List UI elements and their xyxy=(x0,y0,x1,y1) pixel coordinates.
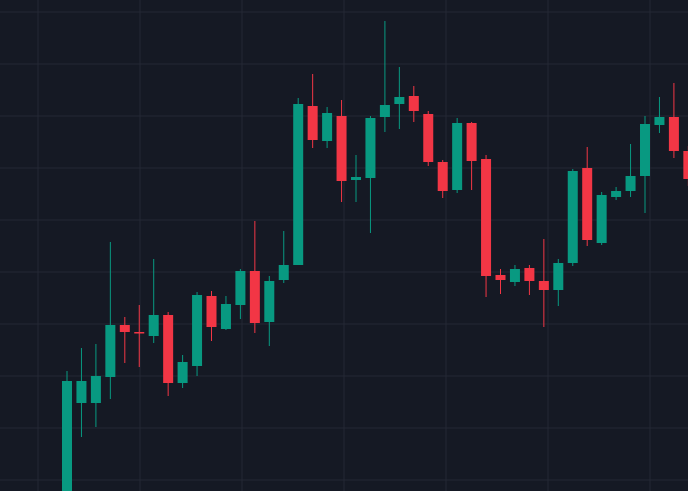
candle-35 xyxy=(567,169,578,266)
candle-33 xyxy=(538,239,549,327)
candle-body-10 xyxy=(206,296,217,327)
candle-body-42 xyxy=(668,117,679,151)
candle-body-36 xyxy=(582,168,593,240)
candle-17 xyxy=(307,74,318,148)
candle-15 xyxy=(278,231,289,283)
candle-7 xyxy=(163,312,174,396)
candle-31 xyxy=(509,265,520,286)
candle-body-7 xyxy=(163,315,174,383)
candle-24 xyxy=(408,86,419,122)
candles xyxy=(62,21,688,491)
candle-body-43 xyxy=(683,151,688,179)
candle-19 xyxy=(336,100,347,202)
candle-13 xyxy=(249,221,260,333)
candle-body-37 xyxy=(596,195,607,243)
candle-5 xyxy=(134,305,145,367)
candle-body-9 xyxy=(192,295,203,366)
candle-body-25 xyxy=(423,114,434,162)
candle-body-26 xyxy=(437,162,448,191)
candle-0 xyxy=(62,371,72,491)
candle-body-21 xyxy=(365,118,376,178)
candle-body-3 xyxy=(105,325,116,377)
candle-body-30 xyxy=(495,275,506,280)
candle-30 xyxy=(495,269,506,294)
candle-body-15 xyxy=(278,265,289,280)
candle-37 xyxy=(596,192,607,245)
candle-body-33 xyxy=(538,281,549,290)
candle-body-11 xyxy=(220,304,231,329)
candle-body-35 xyxy=(567,171,578,263)
candle-1 xyxy=(76,348,87,437)
candle-body-40 xyxy=(640,124,650,176)
candle-11 xyxy=(220,296,231,330)
candle-body-27 xyxy=(452,123,463,190)
candle-body-24 xyxy=(408,96,419,111)
candle-32 xyxy=(524,265,535,295)
candle-body-6 xyxy=(148,315,159,336)
candle-29 xyxy=(481,155,492,297)
candle-25 xyxy=(423,111,434,166)
candle-body-20 xyxy=(351,177,361,180)
candle-body-2 xyxy=(90,376,101,403)
candle-body-34 xyxy=(553,263,564,290)
candle-14 xyxy=(264,276,275,346)
candle-20 xyxy=(351,155,361,202)
candle-43 xyxy=(683,146,688,186)
candle-28 xyxy=(466,122,477,190)
candle-38 xyxy=(611,187,622,200)
candle-41 xyxy=(654,97,665,133)
candle-23 xyxy=(394,67,405,129)
candle-body-1 xyxy=(76,381,87,403)
candle-10 xyxy=(206,291,217,341)
candle-body-23 xyxy=(394,97,405,104)
candle-body-14 xyxy=(264,281,275,322)
candle-39 xyxy=(625,144,636,197)
candle-40 xyxy=(640,116,650,213)
candle-body-18 xyxy=(322,113,333,141)
candle-body-32 xyxy=(524,268,535,281)
candle-6 xyxy=(148,259,159,343)
candle-body-13 xyxy=(249,271,260,323)
candle-body-0 xyxy=(62,381,72,491)
candle-18 xyxy=(322,107,333,148)
candle-body-8 xyxy=(177,362,188,383)
candle-4 xyxy=(119,317,130,363)
candle-8 xyxy=(177,355,188,388)
candle-body-29 xyxy=(481,159,492,276)
candle-body-4 xyxy=(119,325,130,332)
candle-16 xyxy=(293,98,304,265)
candle-34 xyxy=(553,259,564,306)
candle-36 xyxy=(582,147,593,246)
candle-body-28 xyxy=(466,123,477,161)
candle-21 xyxy=(365,116,376,233)
candle-12 xyxy=(235,269,246,319)
candle-body-22 xyxy=(379,105,390,117)
candle-22 xyxy=(379,21,390,132)
candle-body-16 xyxy=(293,104,304,265)
candle-3 xyxy=(105,242,116,399)
candle-body-5 xyxy=(134,332,145,334)
candle-body-41 xyxy=(654,117,665,125)
candle-26 xyxy=(437,160,448,198)
candle-body-31 xyxy=(509,269,520,282)
candle-body-19 xyxy=(336,116,347,181)
candle-body-38 xyxy=(611,191,622,197)
candle-9 xyxy=(192,292,203,376)
candle-body-12 xyxy=(235,271,246,305)
candle-42 xyxy=(668,83,679,158)
candle-body-17 xyxy=(307,106,318,140)
candle-2 xyxy=(90,344,101,427)
candle-27 xyxy=(452,118,463,193)
candle-body-39 xyxy=(625,176,636,191)
